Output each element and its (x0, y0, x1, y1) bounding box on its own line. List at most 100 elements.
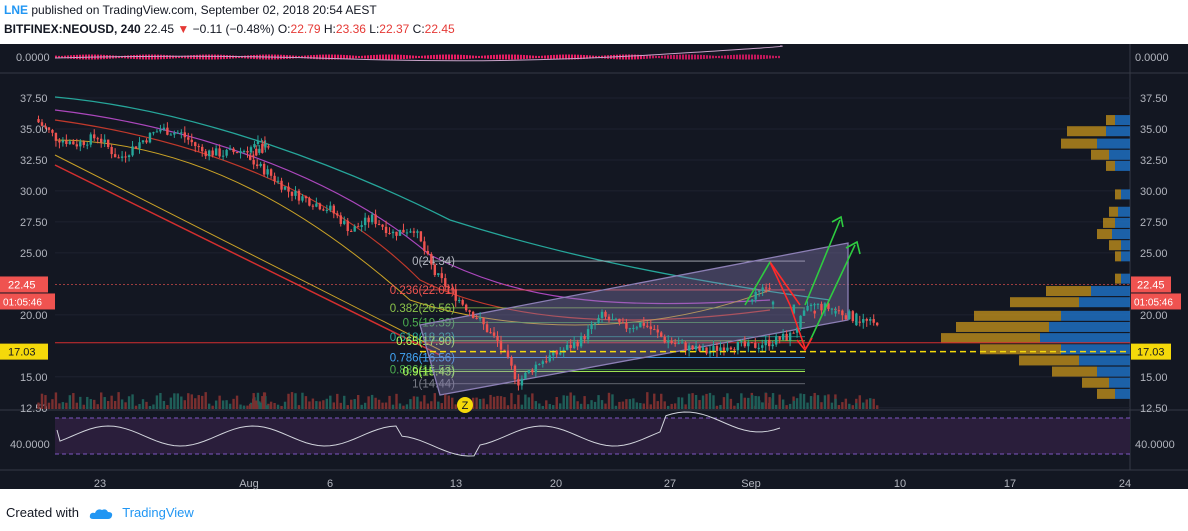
candle-body (712, 346, 715, 351)
macd-histogram-bar (430, 55, 432, 59)
macd-histogram-bar (412, 55, 414, 59)
candle-body (855, 313, 858, 326)
fib-level-label: 1(14.44) (412, 379, 455, 391)
macd-histogram-bar (511, 54, 513, 60)
volume-bar (301, 392, 304, 409)
candle-body (604, 311, 607, 317)
volume-profile-bar-sell (1097, 229, 1112, 240)
volume-bar (44, 395, 47, 409)
volume-bar (173, 393, 176, 409)
candle-body (827, 303, 830, 309)
volume-bar (37, 402, 40, 409)
volume-bar (40, 393, 44, 409)
candle-body (103, 139, 106, 143)
volume-bar (447, 395, 450, 409)
volume-bar (261, 396, 264, 409)
macd-histogram-bar (643, 55, 645, 59)
candle-body (374, 214, 377, 224)
last-price-tag-left-text: 22.45 (8, 279, 36, 291)
volume-bar (86, 396, 89, 409)
macd-histogram-bar (547, 55, 549, 59)
fibonacci-retracement (420, 260, 805, 385)
volume-bar (242, 405, 246, 409)
candle-body (751, 299, 754, 302)
candle-body (698, 345, 701, 351)
volume-profile-bar-sell (1046, 286, 1091, 297)
candle-body (701, 347, 705, 351)
volume-bar (162, 400, 166, 409)
chart-background (0, 44, 1188, 489)
candle-body (607, 316, 611, 320)
candle-body (506, 350, 510, 358)
candle-body (680, 342, 684, 344)
volume-profile-bar-sell (1115, 189, 1121, 200)
candle-body (211, 150, 214, 156)
volume-bar (806, 402, 809, 409)
macd-histogram-bar (364, 55, 366, 59)
macd-histogram-bar (226, 55, 228, 59)
volume-bar (492, 396, 496, 409)
candle-body (524, 372, 527, 379)
high-label: H: (323, 22, 336, 36)
candle-body (691, 345, 694, 350)
candle-body (576, 341, 579, 347)
volume-bar (788, 403, 792, 409)
macd-histogram-bar (187, 55, 189, 59)
candle-body (89, 134, 92, 145)
macd-histogram-bar (601, 55, 603, 59)
candle-body (851, 311, 855, 322)
macd-histogram-bar (331, 54, 333, 60)
candle-body (569, 344, 572, 349)
candle-body (590, 324, 593, 330)
author-name[interactable]: LNE (4, 3, 28, 17)
candle-body (541, 361, 544, 364)
candles (37, 115, 879, 409)
macd-histogram-bar (697, 54, 699, 60)
volume-bar (837, 405, 841, 409)
volume-bar (187, 393, 190, 409)
candle-body (499, 341, 503, 350)
macd-histogram-bar (685, 54, 687, 60)
candle-body (799, 315, 802, 328)
candle-body (252, 159, 255, 165)
volume-bar (360, 404, 363, 409)
volume-bar (736, 403, 740, 409)
macd-histogram-bar (580, 54, 582, 60)
macd-histogram-bar (541, 55, 543, 59)
volume-profile-bar-buy (1079, 297, 1130, 308)
macd-histogram-bar (298, 55, 300, 59)
volume-bar (356, 394, 360, 409)
volume-profile-bar-sell (1019, 355, 1079, 366)
macd-histogram-bar (397, 54, 399, 60)
volume-bar (820, 402, 823, 409)
candle-body (249, 155, 252, 160)
macd-histogram-bar (754, 54, 756, 60)
macd-histogram-bar (307, 55, 309, 59)
volume-bar (169, 397, 173, 409)
macd-histogram-bar (646, 55, 648, 59)
volume-bar (733, 405, 736, 409)
volume-bar (451, 397, 454, 409)
candle-body (726, 347, 729, 351)
tradingview-link[interactable]: TradingView (122, 505, 194, 520)
macd-histogram-bar (163, 54, 165, 60)
macd-histogram-bar (664, 55, 666, 59)
candle-body (287, 186, 290, 192)
macd-histogram-bar (589, 55, 591, 59)
macd-histogram-bar (154, 54, 156, 60)
volume-bar (844, 398, 848, 409)
volume-profile-bar-sell (1067, 126, 1106, 137)
price-axis-tick-left: 35.00 (20, 124, 48, 136)
volume-bar (96, 404, 99, 409)
volume-bar (809, 396, 813, 409)
macd-histogram-bar (142, 54, 144, 60)
volume-bar (124, 402, 127, 409)
macd-histogram-bar (583, 54, 585, 60)
candle-body (61, 140, 65, 143)
close-value: 22.45 (424, 22, 455, 36)
candle-body (510, 357, 513, 366)
macd-histogram-bar (457, 54, 459, 60)
price-axis-tick: 12.50 (1140, 403, 1168, 415)
volume-bar (197, 395, 200, 409)
